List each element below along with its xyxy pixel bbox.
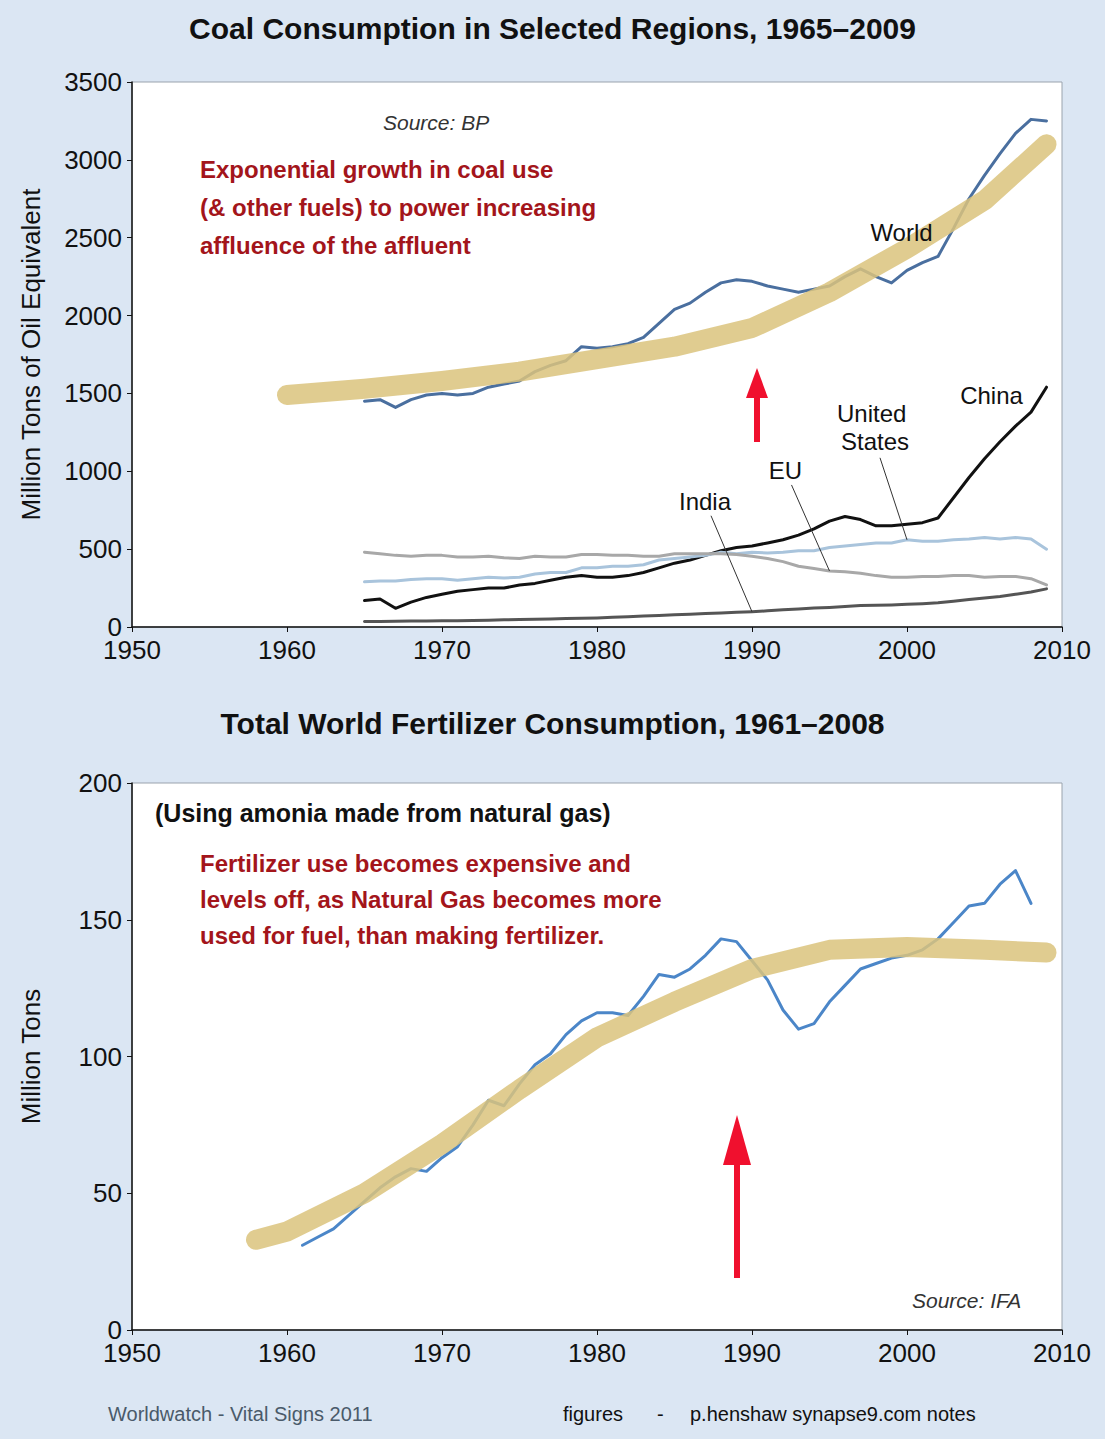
svg-text:0: 0 xyxy=(107,612,122,642)
svg-text:1980: 1980 xyxy=(568,635,626,665)
svg-text:2010: 2010 xyxy=(1033,1338,1091,1368)
svg-text:1970: 1970 xyxy=(413,1338,471,1368)
svg-text:100: 100 xyxy=(79,1042,122,1072)
svg-text:50: 50 xyxy=(93,1178,122,1208)
svg-text:United: United xyxy=(837,400,913,427)
svg-text:Coal Consumption in Selected R: Coal Consumption in Selected Regions, 19… xyxy=(189,12,916,45)
svg-text:1960: 1960 xyxy=(258,1338,316,1368)
svg-text:1500: 1500 xyxy=(64,378,122,408)
svg-text:Exponential growth in coal use: Exponential growth in coal use xyxy=(200,156,553,183)
svg-text:levels off, as Natural Gas bec: levels off, as Natural Gas becomes more xyxy=(200,886,662,913)
svg-text:1970: 1970 xyxy=(413,635,471,665)
svg-text:1990: 1990 xyxy=(723,1338,781,1368)
svg-text:Worldwatch - Vital Signs 2011: Worldwatch - Vital Signs 2011 xyxy=(108,1403,373,1425)
svg-text:States: States xyxy=(841,428,909,455)
svg-text:Total World Fertilizer Consump: Total World Fertilizer Consumption, 1961… xyxy=(220,707,884,740)
svg-text:Source: IFA: Source: IFA xyxy=(912,1289,1021,1312)
svg-text:1950: 1950 xyxy=(103,1338,161,1368)
svg-text:1960: 1960 xyxy=(258,635,316,665)
svg-text:2500: 2500 xyxy=(64,223,122,253)
svg-text:1990: 1990 xyxy=(723,635,781,665)
svg-text:Million Tons: Million Tons xyxy=(16,989,46,1124)
svg-text:2010: 2010 xyxy=(1033,635,1091,665)
svg-text:India: India xyxy=(679,488,732,515)
svg-text:p.henshaw synapse9.com notes: p.henshaw synapse9.com notes xyxy=(690,1403,976,1425)
svg-text:EU: EU xyxy=(769,457,802,484)
svg-text:World: World xyxy=(870,219,932,246)
svg-text:3000: 3000 xyxy=(64,145,122,175)
svg-text:200: 200 xyxy=(79,768,122,798)
svg-text:3500: 3500 xyxy=(64,67,122,97)
svg-text:2000: 2000 xyxy=(878,635,936,665)
svg-text:1000: 1000 xyxy=(64,456,122,486)
svg-text:2000: 2000 xyxy=(64,301,122,331)
svg-text:China: China xyxy=(960,382,1023,409)
svg-text:Fertilizer use becomes expensi: Fertilizer use becomes expensive and xyxy=(200,850,631,877)
svg-text:-: - xyxy=(657,1403,664,1425)
svg-text:figures: figures xyxy=(563,1403,623,1425)
svg-text:(& other fuels) to power incre: (& other fuels) to power increasing xyxy=(200,194,596,221)
svg-text:500: 500 xyxy=(79,534,122,564)
svg-text:0: 0 xyxy=(107,1315,122,1345)
svg-text:1950: 1950 xyxy=(103,635,161,665)
svg-text:Source: BP: Source: BP xyxy=(383,111,489,134)
svg-text:Million Tons of Oil Equivalent: Million Tons of Oil Equivalent xyxy=(16,188,46,521)
svg-text:used for fuel, than making fer: used for fuel, than making fertilizer. xyxy=(200,922,604,949)
svg-text:1980: 1980 xyxy=(568,1338,626,1368)
svg-text:150: 150 xyxy=(79,905,122,935)
svg-text:2000: 2000 xyxy=(878,1338,936,1368)
svg-text:affluence of the affluent: affluence of the affluent xyxy=(200,232,471,259)
svg-text:(Using amonia made from natura: (Using amonia made from natural gas) xyxy=(155,799,611,827)
